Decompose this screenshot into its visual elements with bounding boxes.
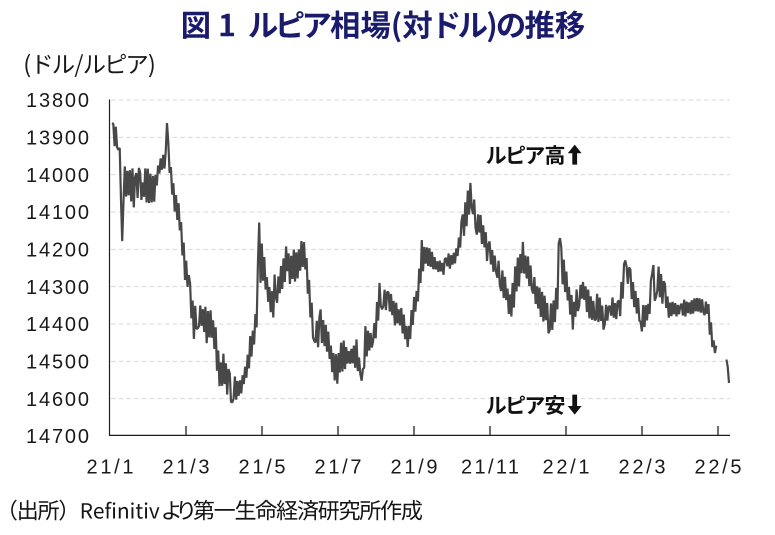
svg-text:14200: 14200 [26, 240, 89, 262]
svg-text:22/1: 22/1 [543, 457, 590, 479]
svg-text:13900: 13900 [26, 128, 89, 150]
svg-text:14300: 14300 [26, 277, 89, 299]
svg-text:21/1: 21/1 [87, 457, 134, 479]
svg-text:22/3: 22/3 [619, 457, 666, 479]
svg-text:21/3: 21/3 [163, 457, 210, 479]
svg-text:21/9: 21/9 [391, 457, 438, 479]
svg-text:21/5: 21/5 [239, 457, 286, 479]
svg-text:14600: 14600 [26, 389, 89, 411]
svg-text:14700: 14700 [26, 426, 89, 448]
svg-text:21/11: 21/11 [461, 457, 519, 479]
svg-text:13800: 13800 [26, 90, 89, 112]
svg-text:14400: 14400 [26, 314, 89, 336]
svg-text:14000: 14000 [26, 165, 89, 187]
svg-text:22/5: 22/5 [695, 457, 742, 479]
svg-text:14100: 14100 [26, 202, 89, 224]
svg-text:14500: 14500 [26, 352, 89, 374]
svg-text:21/7: 21/7 [315, 457, 362, 479]
